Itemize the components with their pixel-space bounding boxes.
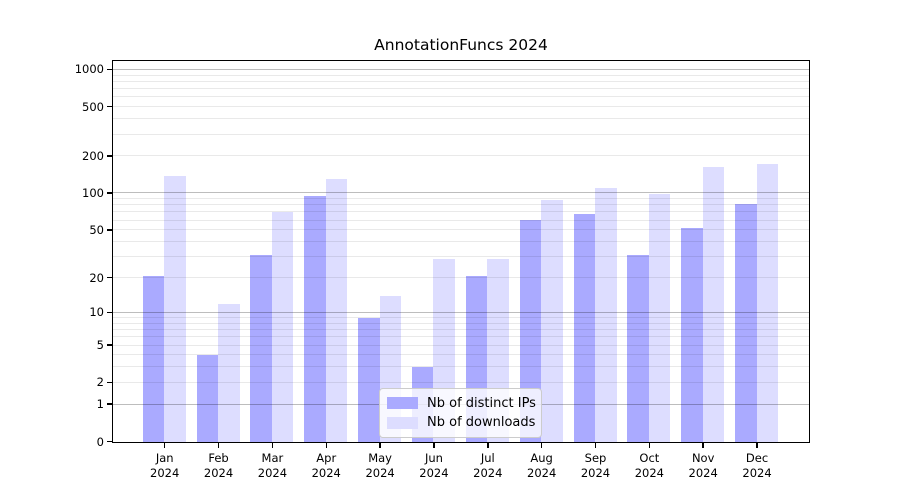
legend-row-downloads: Nb of downloads	[387, 415, 536, 431]
y-tick-mark	[107, 311, 112, 314]
bar-ips-aug	[519, 219, 542, 442]
y-tick-label: 2	[96, 375, 104, 390]
bar-downloads-feb	[218, 303, 240, 442]
legend-label-distinct-ips: Nb of distinct IPs	[427, 395, 536, 411]
x-tick-label: Dec 2024	[742, 451, 772, 480]
chart-title: AnnotationFuncs 2024	[374, 36, 548, 54]
y-tick-mark	[107, 403, 112, 405]
bar-ips-mar	[250, 255, 272, 442]
y-tick-mark	[107, 192, 112, 194]
y-tick-mark	[107, 276, 112, 279]
legend-swatch-distinct-ips-icon	[387, 397, 418, 410]
y-tick-label: 10	[89, 305, 104, 320]
x-tick-label: Oct 2024	[634, 451, 664, 480]
x-tick-mark	[163, 443, 166, 448]
x-tick-label: Sep 2024	[580, 451, 611, 480]
bar-ips-apr	[304, 195, 326, 442]
y-tick-label: 1000	[74, 62, 104, 77]
y-tick-label: 500	[82, 99, 104, 114]
x-tick-mark	[594, 443, 597, 448]
bars-layer	[113, 61, 809, 442]
bar-downloads-nov	[702, 167, 725, 442]
bar-downloads-oct	[648, 194, 671, 442]
x-tick-label: Apr 2024	[311, 451, 341, 480]
x-tick-mark	[217, 443, 220, 448]
x-tick-mark	[648, 443, 651, 448]
y-tick-mark	[107, 105, 112, 108]
y-tick-label: 1	[96, 397, 104, 412]
bar-downloads-sep	[595, 188, 617, 442]
y-tick-mark	[107, 344, 112, 346]
bar-ips-may	[358, 318, 380, 442]
x-tick-mark	[379, 443, 381, 448]
y-tick-mark	[107, 381, 112, 384]
legend-label-downloads: Nb of downloads	[427, 415, 536, 431]
x-tick-mark	[271, 443, 274, 448]
bar-downloads-jan	[164, 175, 186, 442]
y-tick-mark	[107, 229, 112, 231]
x-tick-label: Jul 2024	[473, 451, 503, 480]
legend: Nb of distinct IPs Nb of downloads	[379, 388, 542, 438]
bar-downloads-dec	[756, 163, 779, 442]
x-tick-mark	[433, 443, 435, 448]
y-tick-mark	[107, 68, 112, 71]
y-tick-label: 100	[82, 185, 104, 200]
bar-ips-oct	[627, 255, 649, 442]
x-tick-mark	[325, 443, 327, 448]
bar-downloads-mar	[271, 212, 294, 442]
legend-row-distinct-ips: Nb of distinct IPs	[387, 395, 536, 411]
bar-downloads-aug	[541, 200, 563, 442]
x-tick-mark	[487, 443, 489, 448]
bar-ips-nov	[681, 228, 703, 442]
x-tick-label: Mar 2024	[257, 451, 288, 480]
y-tick-label: 200	[82, 148, 104, 163]
x-tick-label: Jan 2024	[150, 451, 180, 480]
y-tick-label: 50	[89, 222, 104, 237]
bar-downloads-apr	[325, 178, 348, 442]
bar-ips-feb	[196, 355, 219, 442]
x-tick-label: Jun 2024	[419, 451, 449, 480]
plot-area	[112, 60, 810, 443]
x-tick-label: May 2024	[365, 451, 395, 480]
y-tick-label: 5	[96, 338, 104, 352]
x-tick-label: Feb 2024	[203, 451, 234, 480]
legend-swatch-downloads-icon	[387, 416, 418, 429]
bar-ips-dec	[735, 204, 757, 442]
x-tick-label: Nov 2024	[688, 451, 718, 480]
bar-ips-sep	[573, 213, 595, 442]
x-tick-mark	[702, 443, 704, 448]
x-tick-label: Aug 2024	[527, 451, 557, 480]
y-tick-label: 0	[96, 434, 104, 449]
x-tick-mark	[540, 443, 543, 448]
bar-ips-jan	[142, 275, 165, 442]
y-tick-label: 20	[89, 270, 104, 285]
x-tick-mark	[756, 443, 758, 448]
y-tick-mark	[107, 440, 112, 443]
y-tick-mark	[107, 155, 112, 157]
